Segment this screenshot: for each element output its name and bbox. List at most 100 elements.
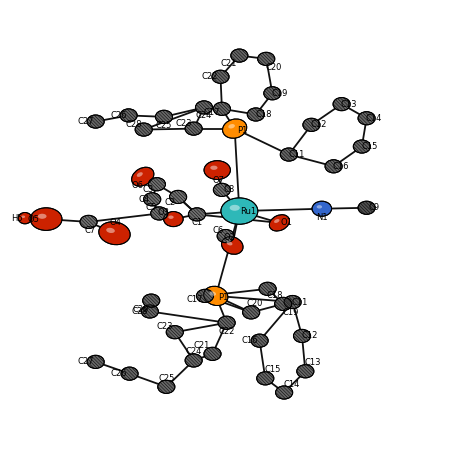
Text: C24: C24	[185, 347, 202, 356]
Ellipse shape	[87, 115, 104, 128]
Text: C27: C27	[77, 357, 93, 366]
Text: C6: C6	[212, 226, 224, 235]
Ellipse shape	[353, 140, 371, 153]
Ellipse shape	[264, 87, 281, 100]
Text: C25: C25	[158, 374, 174, 383]
Text: C25: C25	[156, 121, 172, 130]
Text: C19: C19	[272, 89, 288, 98]
Text: C27: C27	[77, 117, 93, 126]
Text: C16: C16	[241, 336, 257, 345]
Ellipse shape	[269, 215, 290, 231]
Text: C3: C3	[143, 185, 154, 194]
Ellipse shape	[168, 216, 173, 219]
Text: C17: C17	[186, 295, 203, 304]
Ellipse shape	[275, 386, 293, 399]
Text: O2: O2	[224, 233, 236, 241]
Ellipse shape	[228, 124, 235, 128]
Ellipse shape	[213, 102, 230, 116]
Text: O4: O4	[110, 219, 122, 228]
Text: P1: P1	[237, 126, 247, 135]
Text: C26: C26	[110, 111, 127, 120]
Text: C9: C9	[369, 203, 380, 212]
Ellipse shape	[325, 160, 342, 173]
Text: H5: H5	[10, 214, 22, 223]
Ellipse shape	[257, 372, 274, 385]
Ellipse shape	[188, 208, 206, 221]
Ellipse shape	[204, 161, 230, 180]
Ellipse shape	[148, 178, 165, 191]
Text: C14: C14	[283, 380, 300, 389]
Ellipse shape	[204, 286, 228, 306]
Text: C11: C11	[288, 150, 305, 159]
Text: C28: C28	[125, 120, 142, 129]
Ellipse shape	[151, 207, 168, 220]
Text: Ru1: Ru1	[240, 207, 256, 216]
Ellipse shape	[21, 216, 25, 218]
Text: C16: C16	[333, 162, 349, 171]
Ellipse shape	[185, 354, 202, 367]
Ellipse shape	[259, 282, 276, 295]
Text: C13: C13	[305, 358, 321, 367]
Ellipse shape	[106, 228, 115, 233]
Ellipse shape	[144, 193, 161, 206]
Text: C14: C14	[366, 114, 383, 123]
Text: C21: C21	[194, 341, 210, 350]
Ellipse shape	[141, 305, 158, 318]
Ellipse shape	[284, 295, 301, 309]
Text: C12: C12	[311, 120, 327, 129]
Ellipse shape	[358, 201, 375, 214]
Text: C19: C19	[283, 308, 299, 317]
Text: O6: O6	[131, 181, 143, 190]
Ellipse shape	[210, 292, 216, 296]
Ellipse shape	[80, 215, 97, 228]
Ellipse shape	[30, 208, 62, 230]
Text: C23: C23	[175, 119, 191, 128]
Text: O5: O5	[28, 215, 40, 224]
Ellipse shape	[247, 108, 264, 121]
Ellipse shape	[132, 167, 154, 186]
Text: C15: C15	[264, 365, 281, 374]
Ellipse shape	[158, 380, 175, 393]
Ellipse shape	[258, 52, 275, 65]
Ellipse shape	[243, 306, 260, 319]
Text: C18: C18	[267, 291, 283, 300]
Ellipse shape	[303, 118, 320, 131]
Ellipse shape	[274, 219, 280, 223]
Ellipse shape	[333, 98, 350, 111]
Text: O1: O1	[280, 219, 292, 228]
Ellipse shape	[195, 101, 213, 114]
Ellipse shape	[204, 347, 221, 360]
Text: C24: C24	[196, 111, 212, 120]
Ellipse shape	[166, 326, 183, 339]
Text: C12: C12	[301, 331, 318, 340]
Ellipse shape	[135, 123, 152, 136]
Ellipse shape	[221, 237, 243, 254]
Text: C8: C8	[224, 185, 235, 194]
Ellipse shape	[274, 297, 292, 310]
Ellipse shape	[297, 365, 314, 378]
Text: C28: C28	[131, 307, 148, 316]
Ellipse shape	[217, 229, 234, 243]
Ellipse shape	[38, 214, 46, 219]
Ellipse shape	[185, 122, 202, 135]
Ellipse shape	[280, 148, 297, 161]
Text: C4: C4	[138, 195, 149, 204]
Text: C20: C20	[247, 300, 263, 309]
Text: C1: C1	[191, 219, 202, 228]
Text: C29: C29	[133, 305, 149, 314]
Text: C26: C26	[111, 369, 128, 378]
Text: N1: N1	[316, 213, 328, 222]
Ellipse shape	[212, 70, 229, 83]
Ellipse shape	[120, 109, 137, 122]
Text: C7: C7	[84, 226, 96, 235]
Ellipse shape	[210, 165, 218, 170]
Ellipse shape	[137, 172, 143, 177]
Text: C13: C13	[341, 100, 357, 109]
Ellipse shape	[230, 205, 240, 211]
Ellipse shape	[99, 222, 130, 245]
Text: C18: C18	[255, 110, 272, 119]
Text: C23: C23	[156, 322, 173, 331]
Text: C20: C20	[265, 63, 282, 72]
Ellipse shape	[170, 191, 187, 203]
Ellipse shape	[227, 241, 232, 246]
